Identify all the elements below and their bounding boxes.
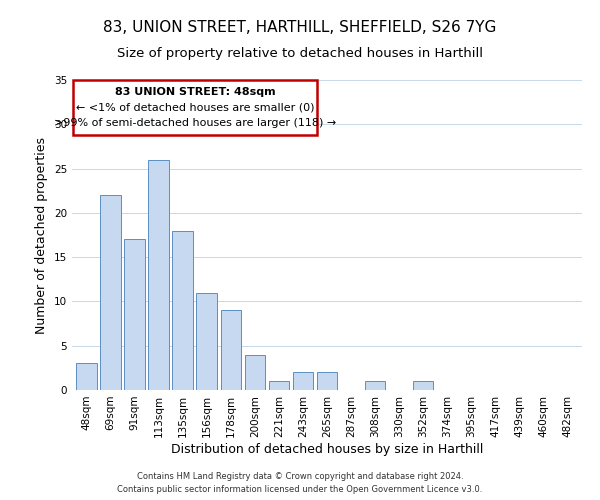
Bar [124,240,145,390]
Text: ← <1% of detached houses are smaller (0): ← <1% of detached houses are smaller (0) [76,102,314,113]
Y-axis label: Number of detached properties: Number of detached properties [35,136,49,334]
Bar [293,372,313,390]
Bar [172,230,193,390]
Text: >99% of semi-detached houses are larger (118) →: >99% of semi-detached houses are larger … [54,118,337,128]
Bar [245,354,265,390]
Bar [317,372,337,390]
Bar [76,364,97,390]
Text: 83, UNION STREET, HARTHILL, SHEFFIELD, S26 7YG: 83, UNION STREET, HARTHILL, SHEFFIELD, S… [103,20,497,35]
Bar [148,160,169,390]
Text: Contains HM Land Registry data © Crown copyright and database right 2024.: Contains HM Land Registry data © Crown c… [137,472,463,481]
Bar [100,195,121,390]
Bar [196,292,217,390]
Text: 83 UNION STREET: 48sqm: 83 UNION STREET: 48sqm [115,87,275,97]
Text: Size of property relative to detached houses in Harthill: Size of property relative to detached ho… [117,48,483,60]
Bar [269,381,289,390]
Bar [221,310,241,390]
Text: Contains public sector information licensed under the Open Government Licence v3: Contains public sector information licen… [118,485,482,494]
Bar [365,381,385,390]
X-axis label: Distribution of detached houses by size in Harthill: Distribution of detached houses by size … [171,442,483,456]
Bar [413,381,433,390]
FancyBboxPatch shape [73,80,317,135]
